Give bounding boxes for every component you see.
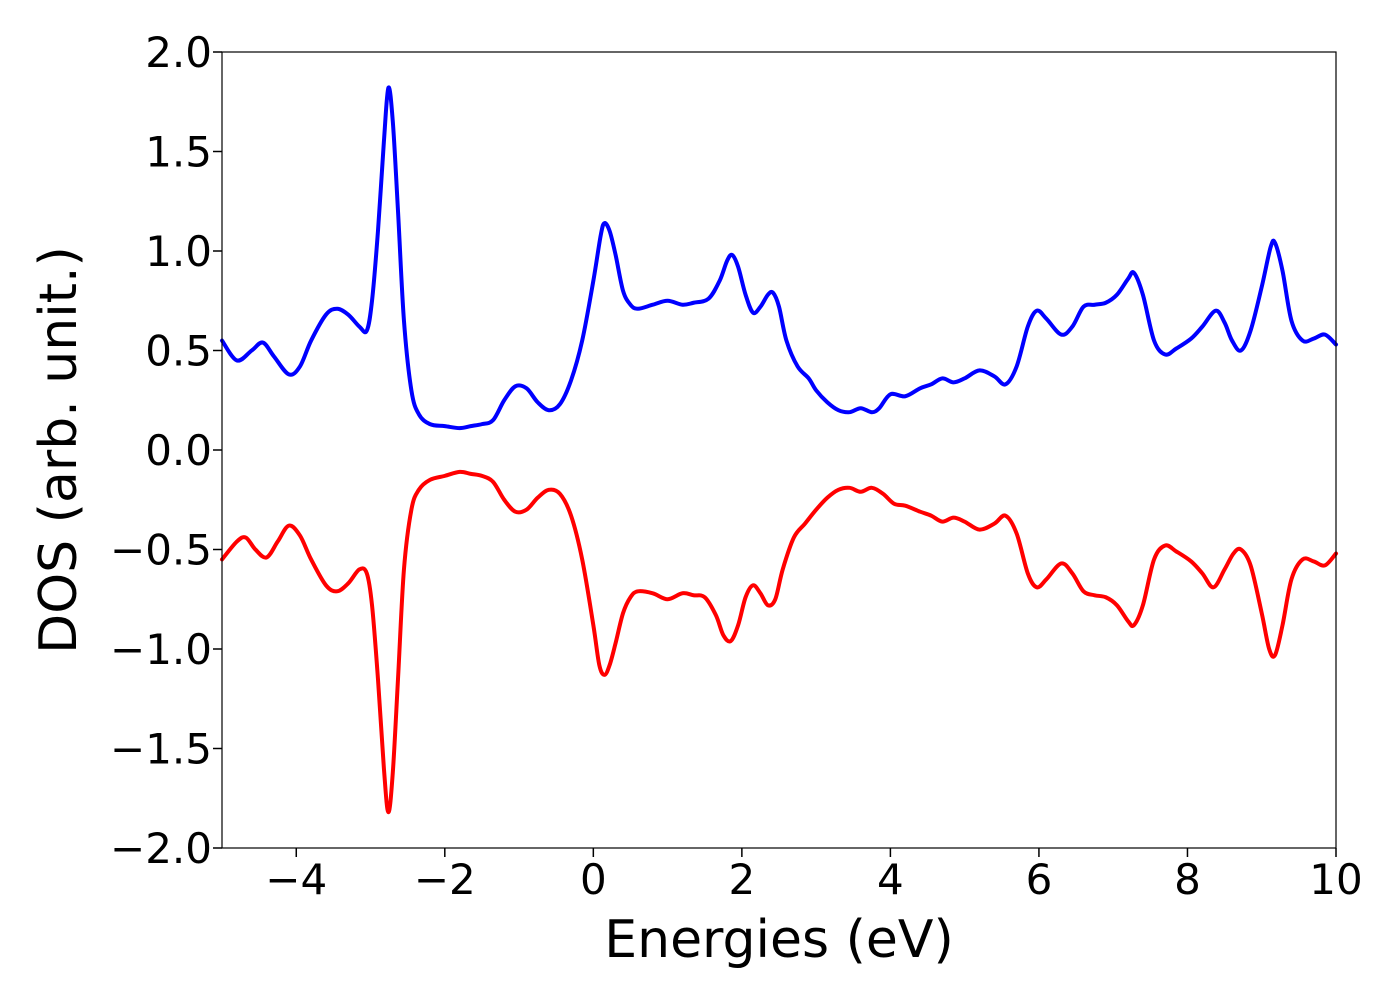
y-tick-label: −1.0 (110, 625, 212, 674)
y-tick-label: 1.0 (145, 227, 212, 276)
x-tick-label: 0 (580, 855, 607, 904)
y-tick-label: −1.5 (110, 725, 212, 774)
x-tick-label: 10 (1309, 855, 1362, 904)
x-tick-label: 4 (877, 855, 904, 904)
x-axis-ticks: −4 −2 0 2 4 6 8 10 (265, 848, 1363, 904)
x-tick-label: −2 (414, 855, 476, 904)
series-line-spin-up (220, 85, 1338, 431)
series-line-spin-down (220, 469, 1338, 815)
y-axis-label: DOS (arb. unit.) (29, 246, 89, 654)
y-axis-ticks: 2.0 1.5 1.0 0.5 0.0 −0.5 −1.0 −1.5 −2.0 (110, 28, 222, 873)
y-tick-label: 0.5 (145, 327, 212, 376)
y-tick-label: −0.5 (110, 526, 212, 575)
y-tick-label: 1.5 (145, 128, 212, 177)
x-tick-label: 6 (1026, 855, 1053, 904)
x-tick-label: −4 (265, 855, 327, 904)
y-tick-label: 2.0 (145, 28, 212, 77)
series-layer (220, 85, 1338, 815)
x-axis-label: Energies (eV) (604, 910, 953, 970)
y-tick-label: 0.0 (145, 426, 212, 475)
x-tick-label: 8 (1174, 855, 1201, 904)
plot-frame (221, 51, 1337, 849)
x-tick-label: 2 (728, 855, 755, 904)
y-tick-label: −2.0 (110, 824, 212, 873)
